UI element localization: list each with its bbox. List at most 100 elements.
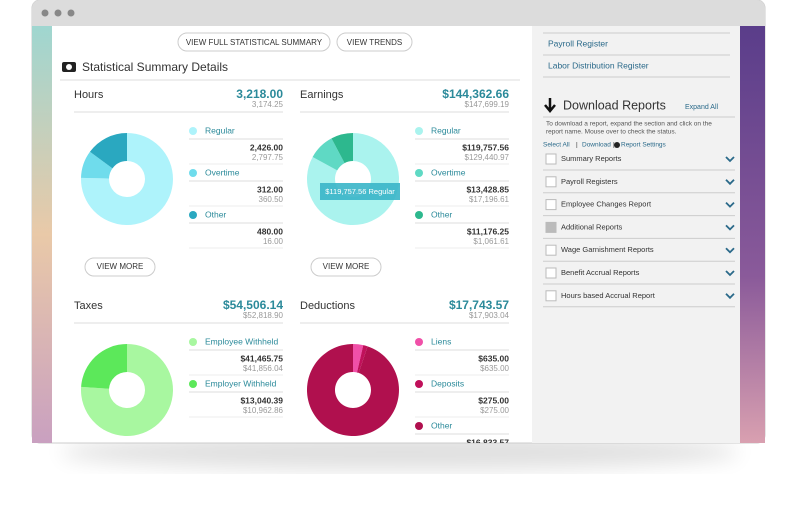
button[interactable] <box>310 257 382 277</box>
sidebar-heading: Download Reports <box>563 98 666 112</box>
background-left <box>32 26 52 443</box>
item-prior: 16.00 <box>263 237 284 246</box>
title-bar <box>32 0 765 26</box>
button-label[interactable]: VIEW TRENDS <box>347 38 402 47</box>
action-link[interactable]: Report Settings <box>621 142 667 149</box>
report-name[interactable]: Payroll Registers <box>561 177 618 186</box>
section-icon-dot <box>66 64 72 70</box>
legend-dot <box>415 211 423 219</box>
legend-label: Other <box>431 420 452 430</box>
window-dot <box>54 9 62 17</box>
donut-segment <box>306 344 399 437</box>
donut-segment <box>357 345 368 373</box>
item-prior: $17,196.61 <box>469 195 510 204</box>
legend-dot <box>189 380 197 388</box>
action-link[interactable]: Download <box>582 142 611 149</box>
checkbox[interactable] <box>545 176 557 188</box>
sidebar <box>532 26 740 443</box>
panel-title: Deductions <box>300 300 356 312</box>
separator: | <box>576 142 578 149</box>
button-label[interactable]: VIEW FULL STATISTICAL SUMMARY <box>186 38 323 47</box>
panel-total: $54,506.14 <box>223 298 283 312</box>
item-value: $41,465.75 <box>240 353 283 363</box>
panel-title: Taxes <box>74 300 103 312</box>
chevron <box>725 270 735 277</box>
item-prior: $635.00 <box>480 364 509 373</box>
checkbox[interactable] <box>545 221 557 233</box>
item-prior: $41,856.04 <box>243 364 284 373</box>
legend-dot <box>415 127 423 135</box>
item-value: $635.00 <box>478 353 509 363</box>
legend-label: Other <box>205 209 226 219</box>
button[interactable] <box>84 257 156 277</box>
panel-total: $144,362.66 <box>442 87 509 101</box>
item-value: $13,428.85 <box>466 184 509 194</box>
item-value: 312.00 <box>257 184 283 194</box>
background-right <box>740 26 765 443</box>
checkbox[interactable] <box>545 153 557 165</box>
legend-dot <box>189 127 197 135</box>
tooltip <box>320 183 400 200</box>
window-dot <box>41 9 49 17</box>
legend-label: Liens <box>431 336 451 346</box>
button[interactable] <box>177 32 331 52</box>
legend-label: Employee Withheld <box>205 336 279 346</box>
chevron <box>725 247 735 254</box>
content: VIEW FULL STATISTICAL SUMMARY VIEW TRENDS… <box>60 32 735 447</box>
chevron <box>725 293 735 300</box>
donut-segment <box>81 343 127 389</box>
legend-dot <box>415 380 423 388</box>
item-prior: 360.50 <box>259 195 284 204</box>
report-name[interactable]: Additional Reports <box>561 222 623 231</box>
expand-link[interactable]: Expand All <box>685 104 719 111</box>
separator: | <box>613 142 615 149</box>
donut-segment <box>80 133 173 225</box>
sidebar-link[interactable]: Payroll Register <box>548 38 608 48</box>
checkbox[interactable] <box>545 290 557 302</box>
checkbox[interactable] <box>545 267 557 279</box>
item-value: $275.00 <box>478 395 509 405</box>
panel-prior-total: $147,699.19 <box>465 100 510 109</box>
checkbox[interactable] <box>545 244 557 256</box>
legend-label: Other <box>431 209 452 219</box>
item-value: $16,833.57 <box>466 437 509 447</box>
donut-segment <box>80 344 173 436</box>
checkbox[interactable] <box>545 199 557 211</box>
window-dot <box>67 9 75 17</box>
item-value: $119,757.56 <box>462 142 509 152</box>
donut-segment <box>353 344 364 373</box>
donut-segment <box>312 138 345 171</box>
legend-dot <box>189 169 197 177</box>
donut-segment <box>81 151 113 179</box>
report-name[interactable]: Summary Reports <box>561 154 622 163</box>
item-value: 2,426.00 <box>250 142 283 152</box>
item-prior: $10,962.86 <box>243 406 284 415</box>
legend-label: Deposits <box>431 378 464 388</box>
action-link[interactable]: Select All <box>543 142 570 149</box>
button-label[interactable]: VIEW MORE <box>323 262 370 271</box>
donut-segment <box>331 133 353 164</box>
tooltip-text: $119,757.56 Regular <box>325 187 395 196</box>
report-name[interactable]: Hours based Accrual Report <box>561 291 656 300</box>
chevron <box>725 156 735 163</box>
panel-total: $17,743.57 <box>449 298 509 312</box>
report-name[interactable]: Benefit Accrual Reports <box>561 268 640 277</box>
report-name[interactable]: Employee Changes Report <box>561 200 652 209</box>
legend-label: Regular <box>431 125 461 135</box>
panel-prior-total: $52,818.90 <box>243 311 284 320</box>
panel-title: Earnings <box>300 89 344 101</box>
button[interactable] <box>336 32 413 52</box>
chevron <box>725 201 735 208</box>
button-label[interactable]: VIEW MORE <box>97 262 144 271</box>
legend-label: Employer Withheld <box>205 378 277 388</box>
donut-segment <box>307 133 400 226</box>
donut-segment <box>89 133 127 169</box>
report-name[interactable]: Wage Garnishment Reports <box>561 245 654 254</box>
legend-label: Overtime <box>431 167 466 177</box>
legend-dot <box>415 169 423 177</box>
sidebar-link[interactable]: Labor Distribution Register <box>548 60 649 70</box>
chevron <box>725 179 735 186</box>
legend-label: Overtime <box>205 167 240 177</box>
chevron <box>725 224 735 231</box>
